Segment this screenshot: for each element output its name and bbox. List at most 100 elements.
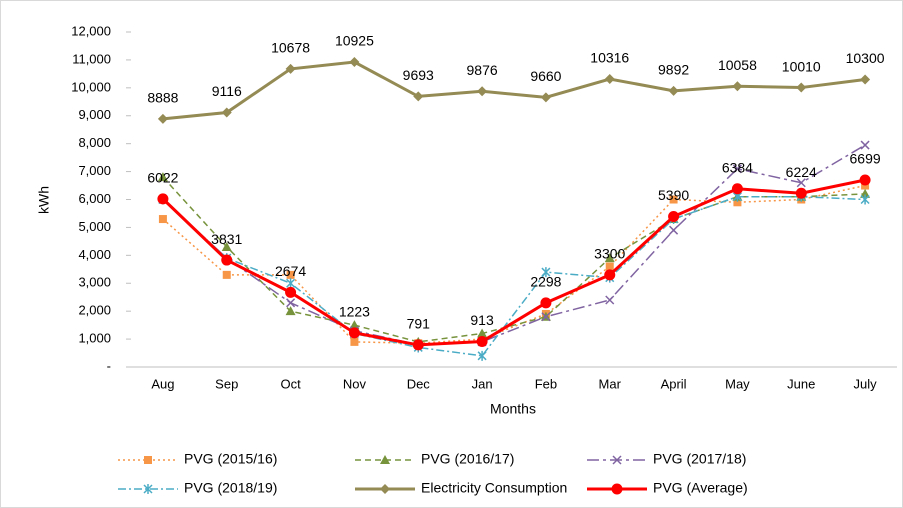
data-label: 9892 bbox=[658, 62, 689, 78]
marker bbox=[286, 278, 296, 289]
y-tick-label: 6,000 bbox=[78, 191, 111, 206]
marker-diamond bbox=[285, 63, 296, 74]
marker bbox=[157, 193, 169, 205]
marker-square bbox=[144, 456, 152, 464]
marker bbox=[669, 225, 679, 235]
marker-circle bbox=[412, 339, 424, 351]
data-label: 6384 bbox=[722, 159, 753, 175]
marker bbox=[476, 336, 488, 348]
marker bbox=[143, 484, 153, 494]
data-label: 6699 bbox=[850, 151, 881, 167]
x-tick-label: Feb bbox=[535, 376, 557, 391]
y-tick-label: 11,000 bbox=[72, 51, 111, 66]
y-tick-label: 10,000 bbox=[71, 79, 111, 94]
marker bbox=[221, 254, 233, 266]
marker-triangle bbox=[221, 241, 232, 251]
y-tick-label: 12,000 bbox=[71, 23, 111, 38]
marker bbox=[860, 194, 870, 205]
marker bbox=[380, 484, 390, 494]
marker bbox=[540, 92, 551, 103]
data-label: 6224 bbox=[786, 164, 817, 180]
marker bbox=[796, 178, 806, 188]
y-tick-label: 5,000 bbox=[78, 219, 111, 234]
x-tick-label: Sep bbox=[215, 376, 238, 391]
marker-triangle bbox=[477, 328, 488, 338]
marker-diamond bbox=[413, 91, 424, 102]
marker bbox=[350, 337, 359, 346]
marker-square bbox=[733, 198, 742, 207]
marker bbox=[732, 164, 742, 174]
marker bbox=[349, 57, 360, 68]
marker-circle bbox=[604, 269, 616, 281]
marker-circle bbox=[476, 336, 488, 348]
marker bbox=[157, 172, 168, 182]
marker-circle bbox=[668, 211, 680, 223]
marker bbox=[612, 455, 622, 465]
marker bbox=[860, 74, 871, 85]
x-tick-label: April bbox=[661, 376, 687, 391]
legend-label: PVG (2015/16) bbox=[184, 451, 277, 467]
data-label: 1223 bbox=[339, 304, 370, 320]
marker bbox=[286, 298, 296, 308]
y-tick-label: 9,000 bbox=[78, 107, 111, 122]
marker bbox=[285, 286, 297, 298]
marker-x bbox=[732, 164, 742, 174]
y-tick-label: 3,000 bbox=[78, 275, 111, 290]
data-label: 3831 bbox=[211, 231, 242, 247]
marker-diamond bbox=[796, 82, 807, 93]
data-label: 791 bbox=[407, 316, 431, 332]
marker-diamond bbox=[604, 74, 615, 85]
marker-diamond bbox=[221, 107, 232, 118]
marker-diamond bbox=[732, 81, 743, 92]
legend-label: PVG (2017/18) bbox=[653, 451, 746, 467]
series-line bbox=[162, 176, 866, 343]
y-tick-label: 2,000 bbox=[78, 303, 111, 318]
marker bbox=[413, 91, 424, 102]
marker bbox=[733, 198, 742, 207]
marker bbox=[541, 312, 551, 322]
x-tick-label: July bbox=[854, 376, 878, 391]
marker bbox=[222, 270, 231, 279]
x-tick-label: Mar bbox=[599, 376, 622, 391]
data-label: 2298 bbox=[530, 274, 561, 290]
marker bbox=[380, 455, 390, 464]
y-axis-title: kWh bbox=[36, 186, 52, 214]
marker-square bbox=[286, 270, 295, 279]
marker bbox=[860, 140, 870, 150]
legend-label: PVG (2018/19) bbox=[184, 480, 277, 496]
data-label: 3300 bbox=[594, 246, 625, 262]
marker bbox=[605, 262, 614, 271]
marker bbox=[796, 82, 807, 93]
marker bbox=[541, 267, 551, 278]
marker bbox=[221, 107, 232, 118]
data-label: 913 bbox=[470, 312, 494, 328]
marker-triangle bbox=[860, 188, 871, 198]
marker bbox=[144, 456, 152, 464]
marker-x bbox=[796, 178, 806, 188]
marker bbox=[668, 85, 679, 96]
marker-x bbox=[286, 298, 296, 308]
marker bbox=[605, 295, 615, 305]
marker-x bbox=[669, 225, 679, 235]
marker-triangle bbox=[349, 320, 360, 330]
x-tick-label: Jan bbox=[472, 376, 493, 391]
marker bbox=[669, 195, 678, 204]
data-label: 9693 bbox=[403, 67, 434, 83]
marker bbox=[540, 297, 552, 309]
data-label: 9660 bbox=[530, 68, 561, 84]
y-tick-label: - bbox=[107, 358, 111, 373]
y-tick-label: 1,000 bbox=[78, 331, 111, 346]
marker bbox=[158, 215, 167, 224]
marker-asterisk bbox=[541, 267, 551, 278]
series-line bbox=[162, 144, 866, 346]
x-tick-label: Nov bbox=[343, 376, 367, 391]
legend-label: PVG (Average) bbox=[653, 480, 748, 496]
data-label: 5390 bbox=[658, 187, 689, 203]
marker-circle bbox=[731, 183, 743, 195]
marker-square bbox=[350, 337, 359, 346]
marker bbox=[861, 181, 870, 190]
data-label: 10316 bbox=[590, 50, 629, 66]
marker-square bbox=[861, 181, 870, 190]
